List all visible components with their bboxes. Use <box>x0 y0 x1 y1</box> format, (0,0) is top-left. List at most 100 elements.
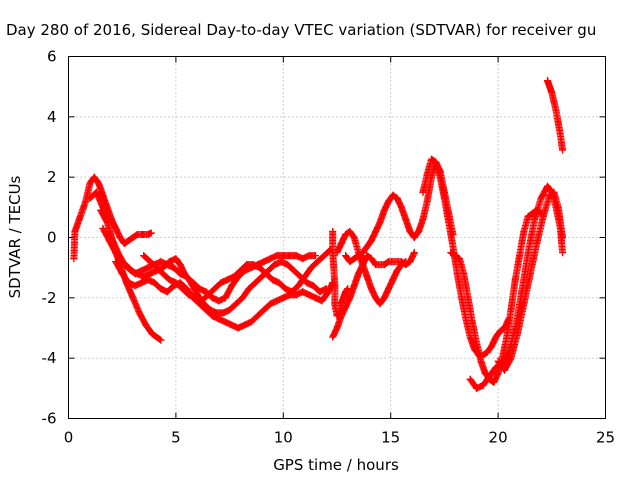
data-point <box>316 288 324 296</box>
data-point <box>354 270 362 278</box>
data-point <box>380 206 388 214</box>
data-point <box>503 333 511 341</box>
data-point <box>556 131 564 139</box>
y-axis-label: SDTVAR / TECUs <box>6 175 24 298</box>
data-point <box>331 300 339 308</box>
data-point <box>211 285 219 293</box>
data-point <box>466 375 474 383</box>
data-point <box>350 255 358 263</box>
data-point <box>157 336 165 344</box>
data-point <box>90 173 98 181</box>
data-point <box>279 252 287 260</box>
data-point <box>359 261 367 269</box>
data-point <box>159 270 167 278</box>
data-point <box>116 234 124 241</box>
data-point <box>318 297 326 305</box>
data-point <box>176 261 184 269</box>
data-point <box>389 191 397 199</box>
data-series-6 <box>140 246 335 305</box>
data-point <box>202 306 210 314</box>
x-axis-label: GPS time / hours <box>273 456 399 474</box>
data-point <box>146 270 154 278</box>
data-point <box>185 291 193 299</box>
data-point <box>559 249 567 257</box>
data-point <box>552 107 560 115</box>
data-point <box>105 237 113 245</box>
data-point <box>363 273 371 281</box>
data-point <box>501 366 509 374</box>
data-point <box>238 294 246 302</box>
data-point <box>346 258 354 266</box>
data-point <box>290 267 298 275</box>
y-tick-label: -2 <box>42 289 57 307</box>
y-tick-label: 2 <box>47 168 57 186</box>
data-point <box>483 348 491 356</box>
data-point <box>299 288 307 296</box>
data-point <box>342 303 350 311</box>
data-point <box>393 194 401 202</box>
data-point <box>279 294 287 302</box>
data-series-15 <box>544 77 567 154</box>
y-tick-label: -6 <box>42 410 57 428</box>
data-point <box>367 285 375 293</box>
data-point <box>432 158 440 166</box>
data-point <box>329 227 337 235</box>
y-tick-label: 4 <box>47 108 57 126</box>
data-point <box>330 264 338 272</box>
data-point <box>260 258 268 266</box>
data-point <box>320 252 328 260</box>
x-tick-label: 5 <box>171 429 181 447</box>
data-point <box>346 294 354 302</box>
data-point <box>473 339 481 347</box>
data-point <box>419 215 427 223</box>
data-point <box>346 227 354 235</box>
data-point <box>481 369 489 377</box>
data-point <box>559 146 567 154</box>
data-point <box>288 288 296 296</box>
data-point <box>215 297 223 305</box>
data-point <box>120 240 128 248</box>
data-point <box>363 243 371 251</box>
data-point <box>546 83 554 91</box>
data-point <box>271 261 279 269</box>
data-point <box>138 267 146 275</box>
data-point <box>307 264 315 272</box>
data-point <box>376 218 384 226</box>
data-point <box>266 255 274 263</box>
data-point <box>531 215 539 223</box>
data-point <box>367 237 375 245</box>
plot-area <box>70 77 567 392</box>
data-point <box>460 270 468 278</box>
data-point <box>223 276 231 284</box>
data-series-14 <box>494 188 567 374</box>
data-point <box>170 264 178 272</box>
data-point <box>516 252 524 260</box>
data-point <box>176 270 184 278</box>
data-point <box>453 270 461 278</box>
data-point <box>312 252 320 260</box>
data-point <box>138 279 146 287</box>
data-point <box>118 270 126 278</box>
data-point <box>479 381 487 389</box>
data-point <box>144 230 152 238</box>
data-point <box>215 315 223 323</box>
data-point <box>548 89 556 97</box>
data-point <box>415 227 423 235</box>
data-point <box>511 276 519 284</box>
data-point <box>494 357 502 365</box>
data-point <box>198 297 206 305</box>
data-point <box>324 288 332 296</box>
data-point <box>251 279 259 287</box>
data-point <box>449 243 457 251</box>
data-point <box>112 224 120 232</box>
data-point <box>125 279 133 287</box>
data-point <box>86 194 94 202</box>
data-point <box>546 191 554 199</box>
data-point <box>544 182 552 190</box>
data-point <box>299 255 307 263</box>
data-point <box>82 197 90 205</box>
data-point <box>221 318 229 326</box>
data-point <box>284 261 292 269</box>
